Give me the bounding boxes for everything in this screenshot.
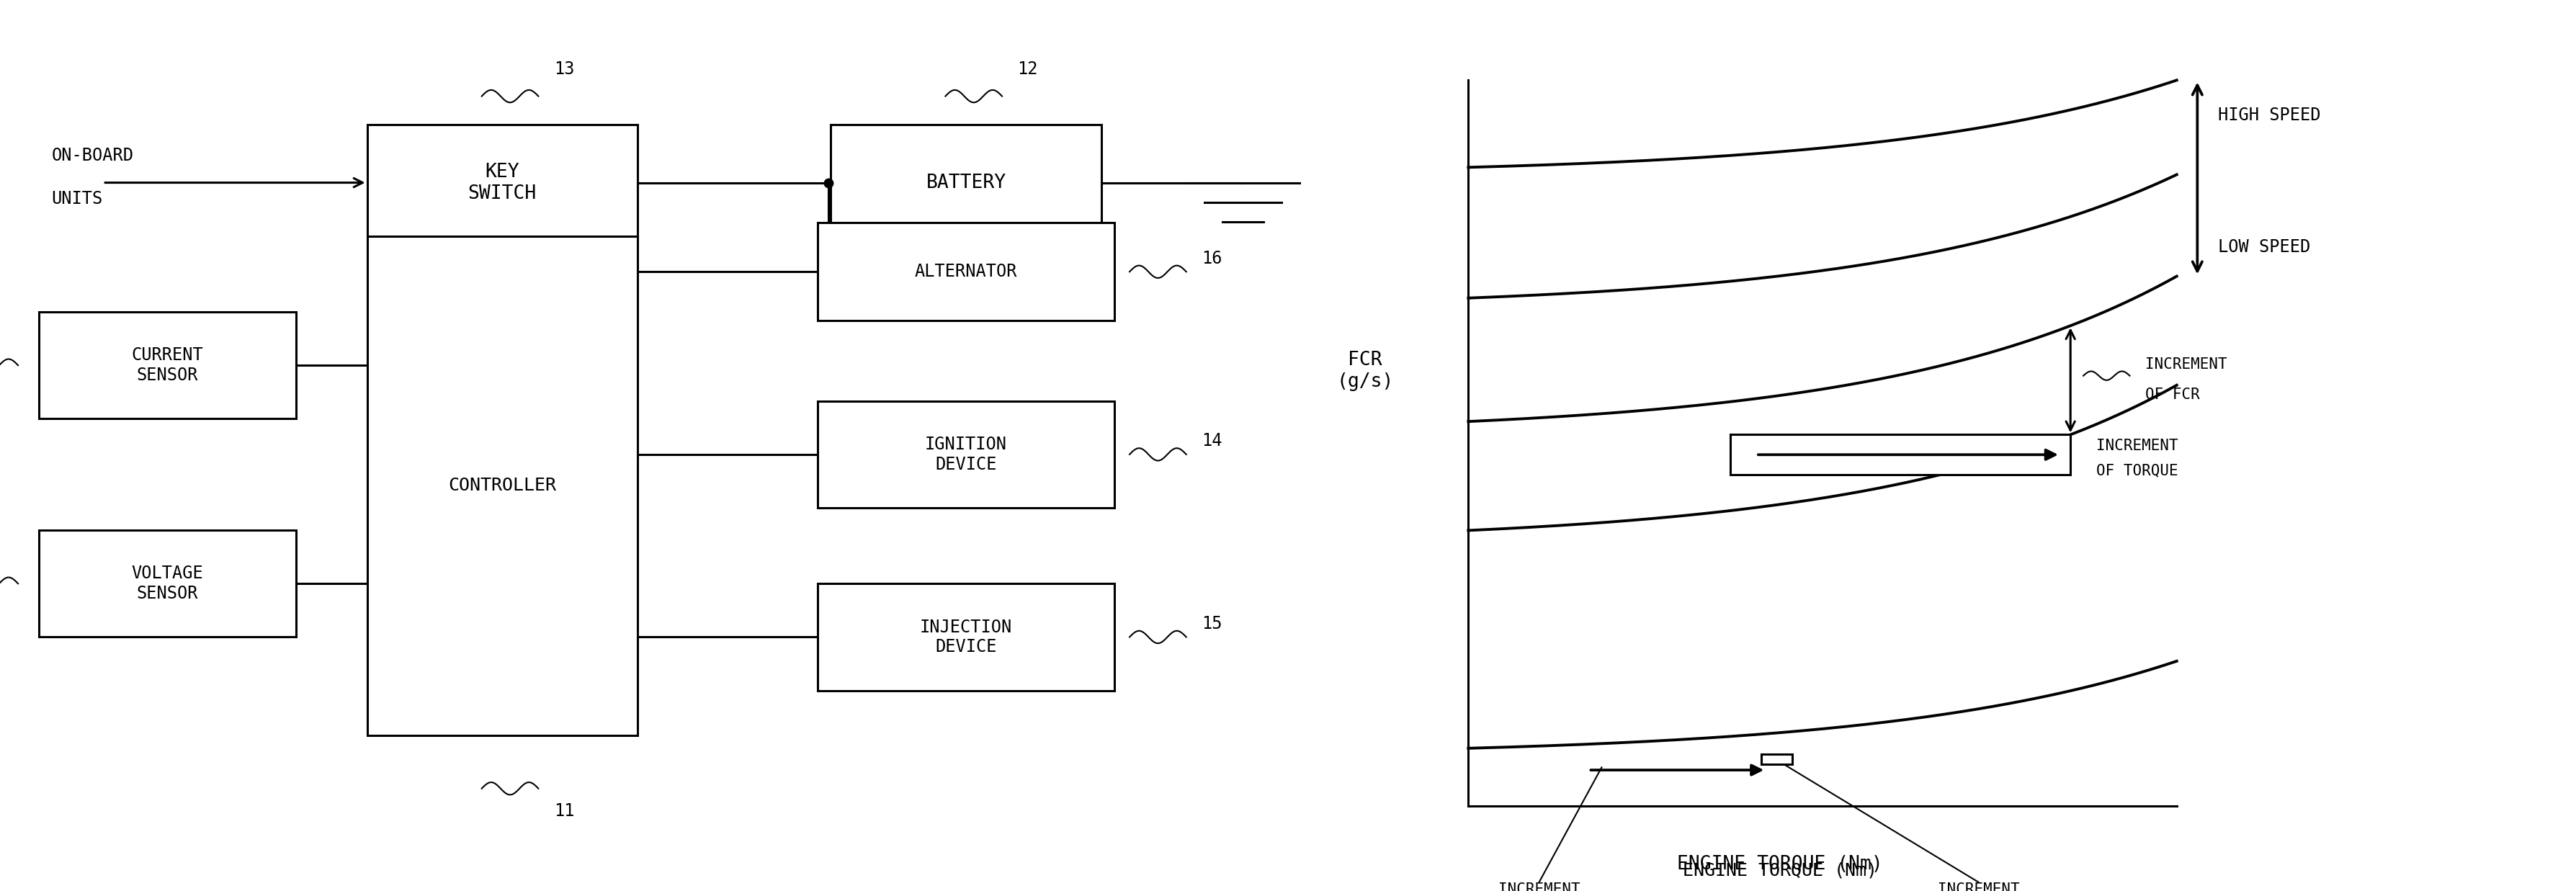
Bar xyxy=(819,584,1115,691)
Text: 16: 16 xyxy=(1200,249,1221,267)
Text: VOLTAGE
SENSOR: VOLTAGE SENSOR xyxy=(131,565,204,602)
Text: KEY
SWITCH: KEY SWITCH xyxy=(469,162,536,203)
Bar xyxy=(368,125,636,241)
Text: ALTERNATOR: ALTERNATOR xyxy=(914,263,1018,281)
Text: 14: 14 xyxy=(1200,432,1221,450)
Text: ON-BOARD: ON-BOARD xyxy=(52,147,134,165)
Bar xyxy=(39,312,296,419)
Text: IGNITION
DEVICE: IGNITION DEVICE xyxy=(925,436,1007,473)
Bar xyxy=(819,401,1115,508)
Text: INCREMENT
OF TORQUE: INCREMENT OF TORQUE xyxy=(1499,882,1579,891)
Text: CONTROLLER: CONTROLLER xyxy=(448,477,556,495)
Text: OF TORQUE: OF TORQUE xyxy=(2097,463,2179,478)
Text: INCREMENT
OF FCR: INCREMENT OF FCR xyxy=(1937,882,2020,891)
Text: 15: 15 xyxy=(1200,615,1221,633)
Text: HIGH SPEED: HIGH SPEED xyxy=(2218,107,2321,124)
Bar xyxy=(819,223,1115,321)
Text: INCREMENT: INCREMENT xyxy=(2146,357,2228,372)
Bar xyxy=(368,236,636,735)
Text: OF FCR: OF FCR xyxy=(2146,388,2200,402)
Text: 12: 12 xyxy=(1018,61,1038,78)
Text: INJECTION
DEVICE: INJECTION DEVICE xyxy=(920,618,1012,656)
Text: UNITS: UNITS xyxy=(52,190,103,208)
Text: CURRENT
SENSOR: CURRENT SENSOR xyxy=(131,347,204,384)
Bar xyxy=(1762,754,1793,764)
Text: LOW SPEED: LOW SPEED xyxy=(2218,238,2311,256)
Bar xyxy=(39,530,296,637)
Text: FCR
(g/s): FCR (g/s) xyxy=(1337,350,1394,391)
Text: 11: 11 xyxy=(554,802,574,820)
Text: BATTERY: BATTERY xyxy=(925,173,1007,192)
Bar xyxy=(1731,435,2071,475)
Text: ENGINE TORQUE (Nm): ENGINE TORQUE (Nm) xyxy=(1677,854,1883,874)
Text: 13: 13 xyxy=(554,61,574,78)
Bar xyxy=(829,125,1103,241)
Text: INCREMENT: INCREMENT xyxy=(2097,438,2179,453)
Text: ENGINE TORQUE (Nm): ENGINE TORQUE (Nm) xyxy=(1682,862,1878,879)
